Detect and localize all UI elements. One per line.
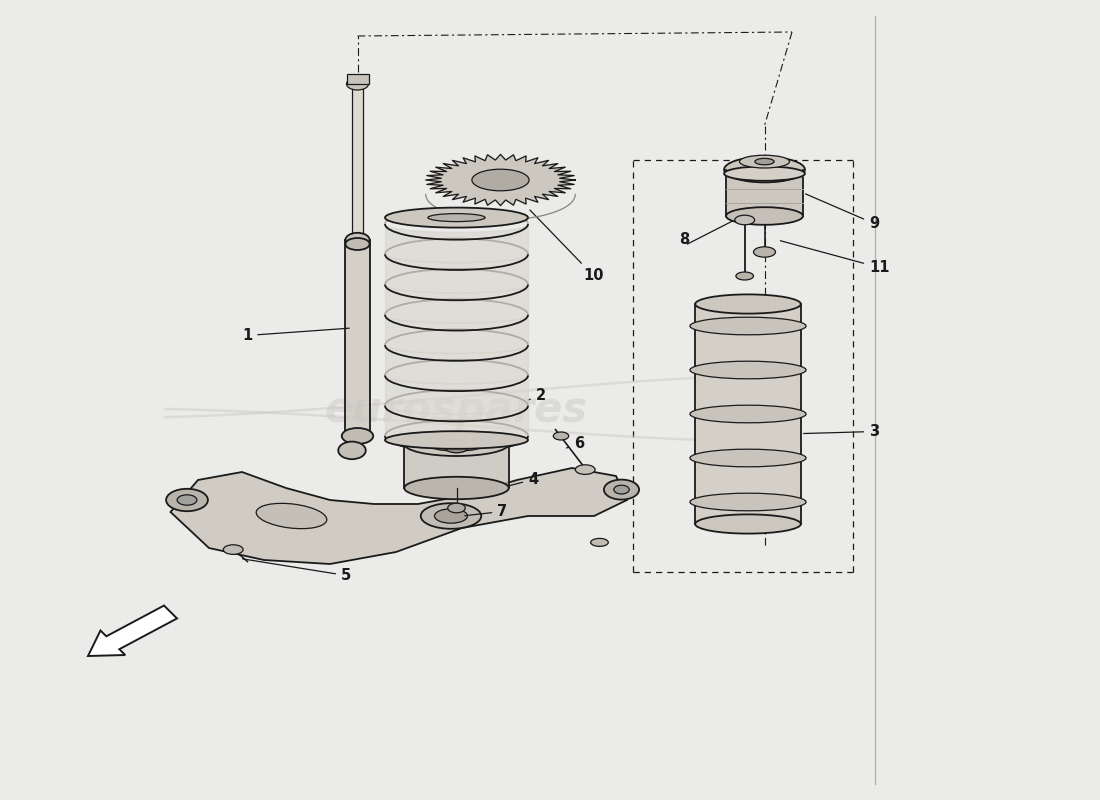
Text: 5: 5 [242, 559, 351, 583]
Ellipse shape [736, 272, 754, 280]
Ellipse shape [690, 493, 806, 511]
Ellipse shape [690, 405, 806, 422]
Ellipse shape [695, 514, 801, 534]
Text: 10: 10 [530, 210, 604, 283]
Ellipse shape [385, 208, 528, 227]
Polygon shape [426, 154, 575, 206]
Ellipse shape [690, 450, 806, 467]
Ellipse shape [256, 503, 327, 529]
Ellipse shape [575, 465, 595, 474]
Text: 11: 11 [780, 241, 890, 275]
Ellipse shape [735, 215, 755, 225]
Ellipse shape [428, 437, 485, 451]
Ellipse shape [385, 431, 528, 449]
Ellipse shape [446, 443, 468, 453]
Text: 7: 7 [465, 504, 507, 519]
FancyArrow shape [88, 606, 177, 656]
Ellipse shape [345, 238, 370, 250]
Polygon shape [170, 468, 627, 564]
Ellipse shape [614, 485, 629, 494]
Ellipse shape [434, 509, 468, 523]
Ellipse shape [724, 166, 805, 181]
Bar [346, 74, 368, 84]
Ellipse shape [690, 362, 806, 379]
Ellipse shape [755, 158, 774, 165]
Ellipse shape [591, 538, 608, 546]
Ellipse shape [726, 207, 803, 225]
Ellipse shape [428, 214, 485, 222]
Ellipse shape [448, 503, 465, 513]
Text: 8: 8 [679, 232, 689, 247]
Ellipse shape [166, 489, 208, 511]
Text: 4: 4 [503, 472, 538, 487]
Text: 9: 9 [805, 194, 879, 231]
Ellipse shape [177, 494, 197, 506]
Ellipse shape [739, 155, 790, 168]
Ellipse shape [345, 233, 370, 247]
Ellipse shape [420, 503, 482, 529]
Ellipse shape [472, 170, 529, 190]
Ellipse shape [405, 477, 508, 499]
Ellipse shape [695, 294, 801, 314]
Ellipse shape [724, 157, 805, 182]
Ellipse shape [405, 432, 508, 456]
Ellipse shape [223, 545, 243, 554]
Ellipse shape [339, 442, 365, 459]
Text: eurospares: eurospares [324, 389, 588, 430]
Ellipse shape [754, 246, 776, 258]
Text: 1: 1 [242, 328, 349, 343]
Text: 3: 3 [804, 424, 879, 439]
Ellipse shape [690, 317, 806, 334]
Ellipse shape [604, 479, 639, 499]
Ellipse shape [346, 78, 368, 90]
Text: 6: 6 [566, 436, 584, 451]
Text: 2: 2 [528, 388, 546, 403]
Ellipse shape [553, 432, 569, 440]
Ellipse shape [342, 428, 373, 444]
